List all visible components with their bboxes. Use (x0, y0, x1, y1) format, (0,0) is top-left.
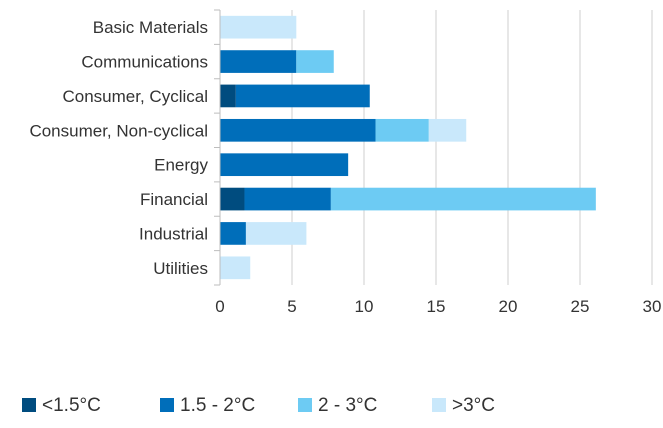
category-label: Utilities (153, 259, 208, 278)
bar-segment (220, 118, 376, 142)
category-label: Industrial (139, 224, 208, 243)
x-tick-labels: 0 5 10 15 20 25 30 (215, 297, 661, 316)
category-label: Consumer, Non-cyclical (29, 121, 208, 140)
legend-swatch (432, 398, 446, 412)
category-label: Energy (154, 156, 208, 175)
bar-segment (235, 84, 370, 108)
bar-segment (220, 256, 251, 280)
bar-segment (220, 84, 236, 108)
bar-segment (220, 187, 245, 211)
legend-label: <1.5°C (42, 395, 101, 416)
gridlines (291, 10, 653, 285)
category-label: Consumer, Cyclical (63, 87, 209, 106)
x-tick-label: 25 (571, 297, 590, 316)
legend-swatch (298, 398, 312, 412)
legend-label: 2 - 3°C (318, 395, 377, 416)
legend: <1.5°C 1.5 - 2°C 2 - 3°C >3°C (22, 395, 495, 416)
x-tick-label: 30 (643, 297, 662, 316)
bar-segment (375, 118, 429, 142)
bars (220, 15, 596, 280)
x-tick-label: 15 (427, 297, 446, 316)
bar-segment (220, 153, 349, 177)
legend-swatch (22, 398, 36, 412)
bar-segment (296, 50, 334, 73)
category-labels: Basic Materials Communications Consumer, C… (29, 18, 208, 278)
bar-segment (245, 222, 307, 245)
bar-segment (244, 187, 331, 211)
bar-segment (220, 15, 297, 39)
category-label: Financial (140, 190, 208, 209)
x-tick-label: 0 (215, 297, 224, 316)
bar-segment (220, 222, 246, 245)
x-tick-label: 20 (499, 297, 518, 316)
legend-label: 1.5 - 2°C (180, 395, 255, 416)
bar-segment (428, 118, 467, 142)
x-tick-label: 5 (287, 297, 296, 316)
category-label: Communications (81, 53, 208, 72)
bar-segment (330, 187, 596, 211)
bar-segment (220, 50, 297, 73)
legend-label: >3°C (452, 395, 495, 416)
x-tick-label: 10 (355, 297, 374, 316)
legend-swatch (160, 398, 174, 412)
category-label: Basic Materials (93, 18, 208, 37)
axes (214, 9, 221, 286)
